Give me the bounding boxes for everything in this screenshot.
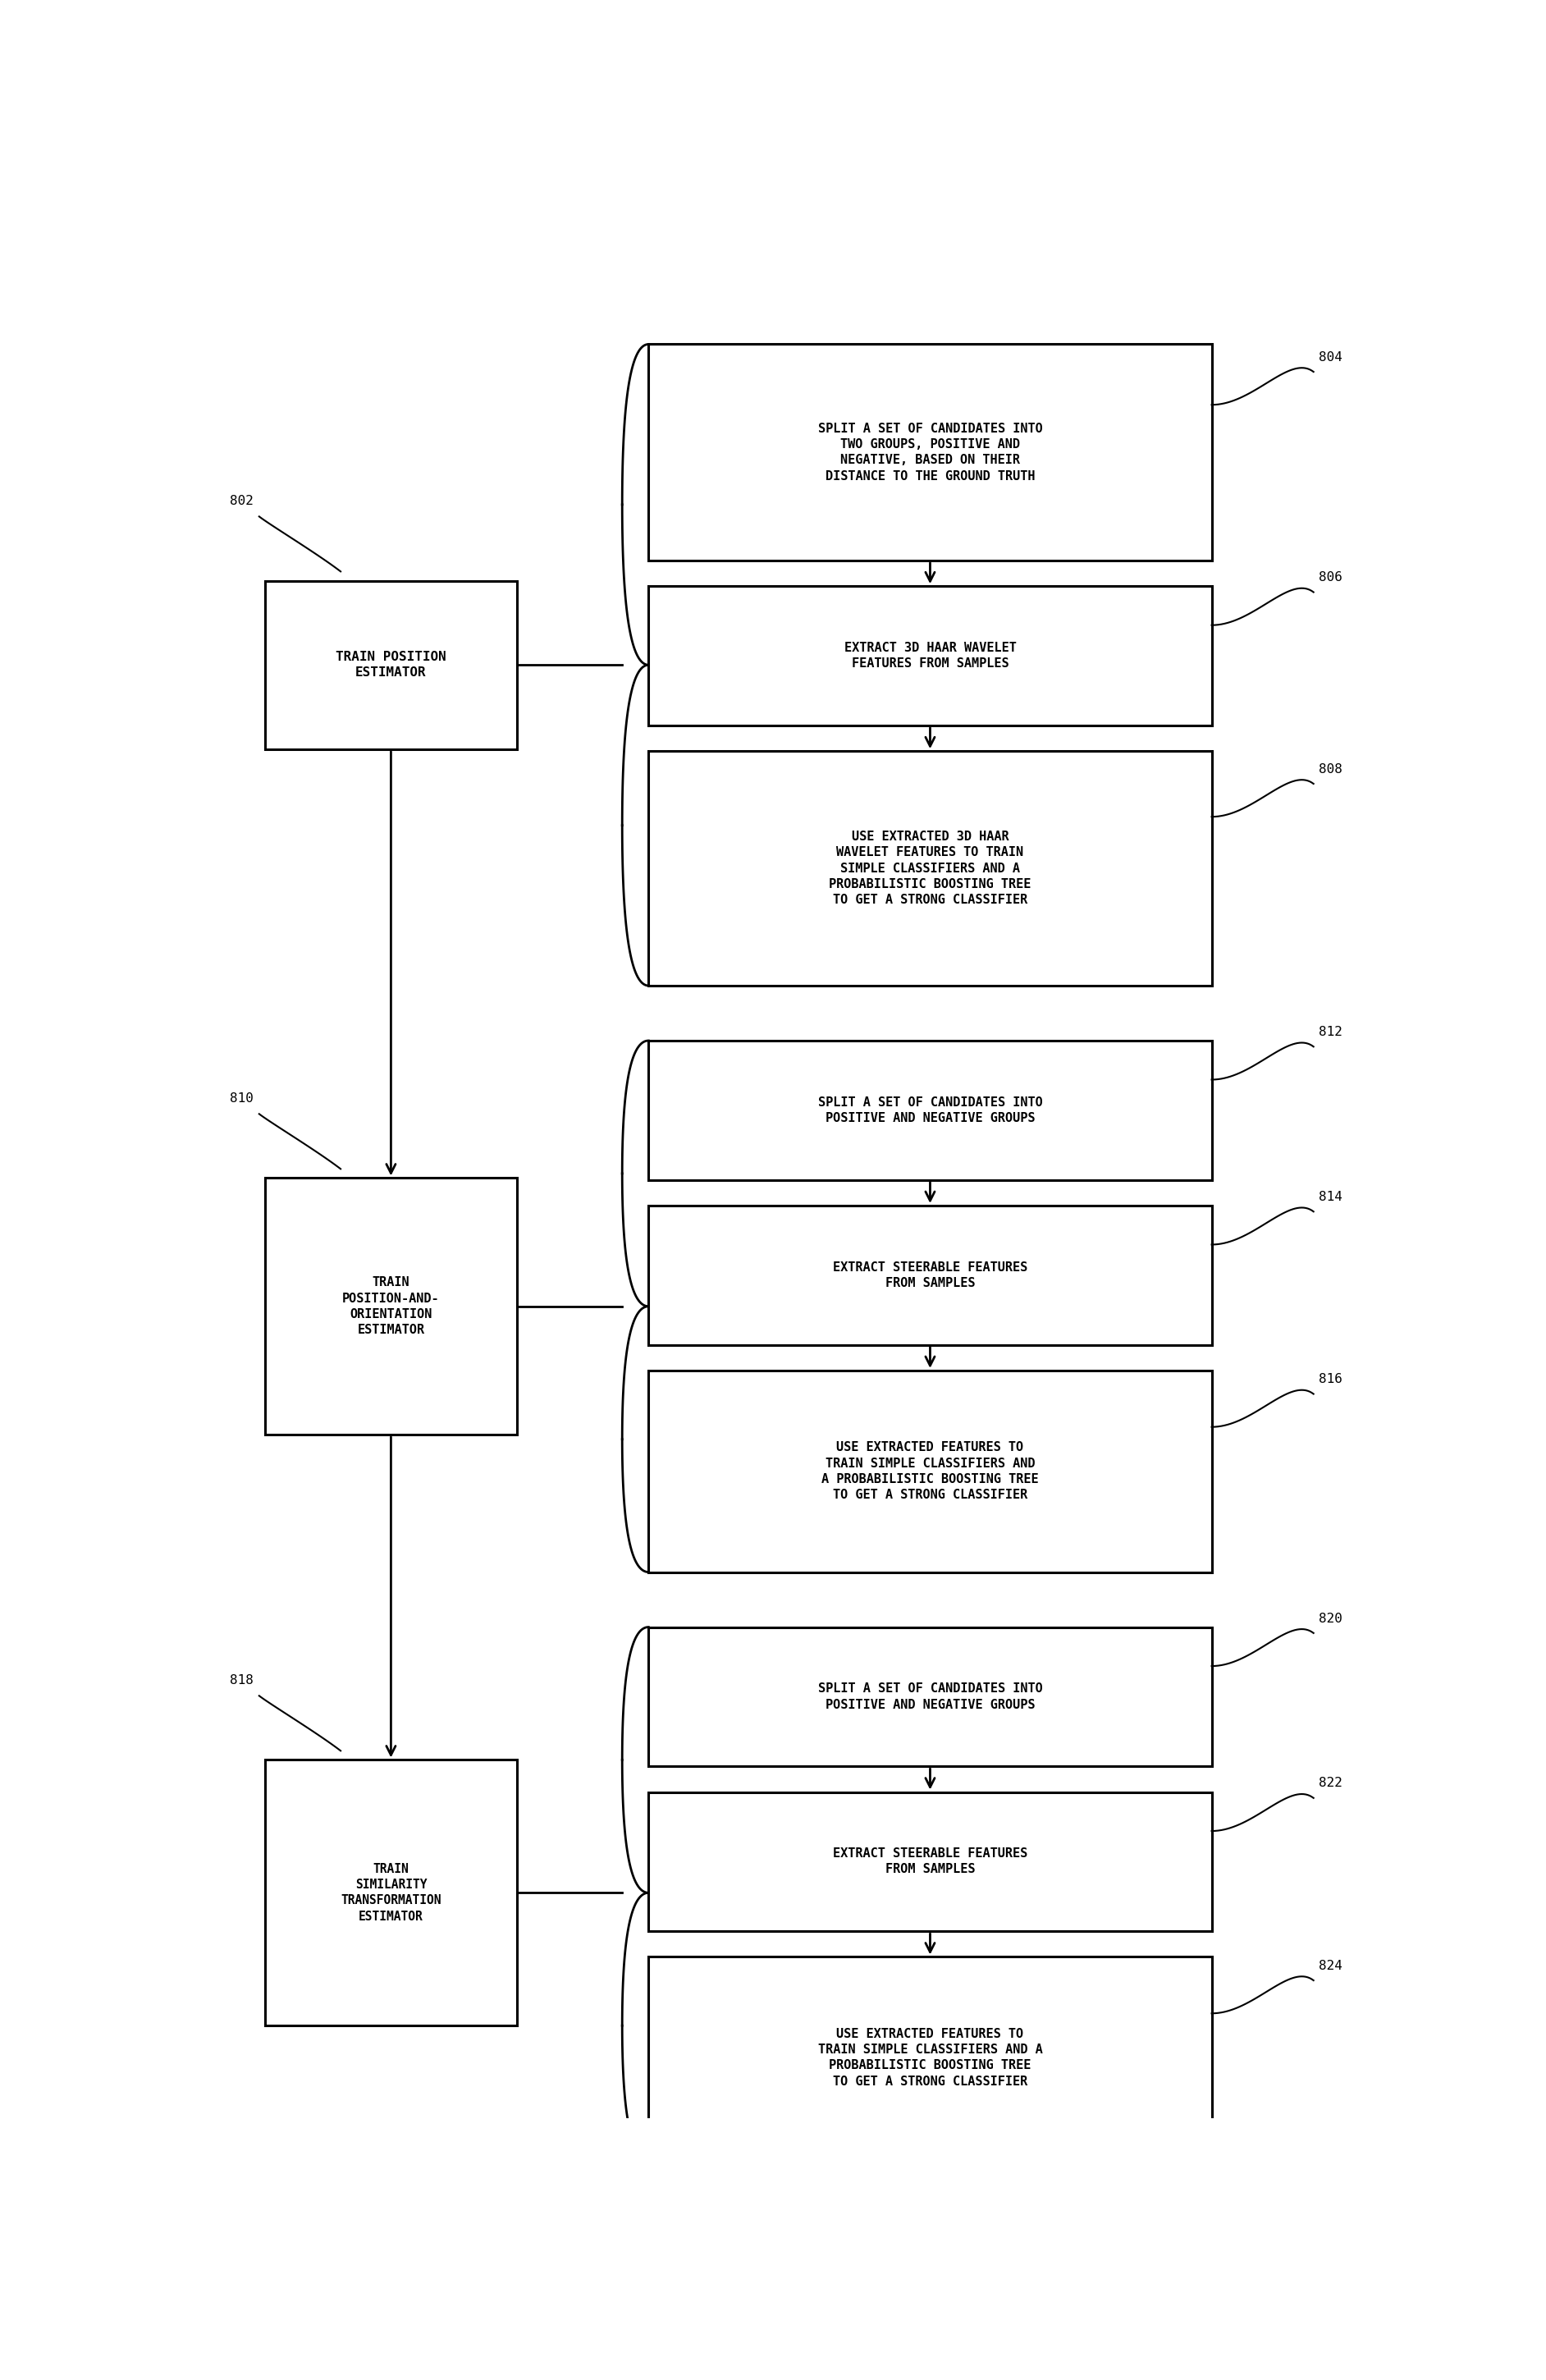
FancyBboxPatch shape [649, 1207, 1212, 1345]
FancyBboxPatch shape [266, 1759, 516, 2025]
Text: 824: 824 [1319, 1959, 1342, 1973]
Text: 814: 814 [1319, 1190, 1342, 1202]
FancyBboxPatch shape [649, 1628, 1212, 1766]
FancyBboxPatch shape [649, 1792, 1212, 1930]
Text: 808: 808 [1319, 764, 1342, 776]
Text: SPLIT A SET OF CANDIDATES INTO
TWO GROUPS, POSITIVE AND
NEGATIVE, BASED ON THEIR: SPLIT A SET OF CANDIDATES INTO TWO GROUP… [818, 424, 1042, 483]
Text: 804: 804 [1319, 350, 1342, 364]
FancyBboxPatch shape [649, 1371, 1212, 1573]
Text: 802: 802 [229, 495, 254, 507]
Text: EXTRACT STEERABLE FEATURES
FROM SAMPLES: EXTRACT STEERABLE FEATURES FROM SAMPLES [833, 1847, 1028, 1875]
Text: 822: 822 [1319, 1778, 1342, 1790]
Text: EXTRACT STEERABLE FEATURES
FROM SAMPLES: EXTRACT STEERABLE FEATURES FROM SAMPLES [833, 1261, 1028, 1290]
Text: TRAIN POSITION
ESTIMATOR: TRAIN POSITION ESTIMATOR [335, 650, 447, 678]
Text: 818: 818 [229, 1673, 254, 1687]
Text: 812: 812 [1319, 1026, 1342, 1038]
FancyBboxPatch shape [649, 1040, 1212, 1180]
Text: TRAIN
POSITION-AND-
ORIENTATION
ESTIMATOR: TRAIN POSITION-AND- ORIENTATION ESTIMATO… [342, 1276, 439, 1335]
Text: SPLIT A SET OF CANDIDATES INTO
POSITIVE AND NEGATIVE GROUPS: SPLIT A SET OF CANDIDATES INTO POSITIVE … [818, 1683, 1042, 1711]
FancyBboxPatch shape [649, 1956, 1212, 2159]
Text: USE EXTRACTED 3D HAAR
WAVELET FEATURES TO TRAIN
SIMPLE CLASSIFIERS AND A
PROBABI: USE EXTRACTED 3D HAAR WAVELET FEATURES T… [829, 831, 1031, 907]
Text: 806: 806 [1319, 571, 1342, 583]
Text: USE EXTRACTED FEATURES TO
TRAIN SIMPLE CLASSIFIERS AND A
PROBABILISTIC BOOSTING : USE EXTRACTED FEATURES TO TRAIN SIMPLE C… [818, 2028, 1042, 2087]
FancyBboxPatch shape [266, 581, 516, 750]
Text: 810: 810 [229, 1092, 254, 1104]
Text: USE EXTRACTED FEATURES TO
TRAIN SIMPLE CLASSIFIERS AND
A PROBABILISTIC BOOSTING : USE EXTRACTED FEATURES TO TRAIN SIMPLE C… [821, 1442, 1039, 1502]
Text: TRAIN
SIMILARITY
TRANSFORMATION
ESTIMATOR: TRAIN SIMILARITY TRANSFORMATION ESTIMATO… [340, 1864, 441, 1923]
Text: SPLIT A SET OF CANDIDATES INTO
POSITIVE AND NEGATIVE GROUPS: SPLIT A SET OF CANDIDATES INTO POSITIVE … [818, 1097, 1042, 1123]
Text: EXTRACT 3D HAAR WAVELET
FEATURES FROM SAMPLES: EXTRACT 3D HAAR WAVELET FEATURES FROM SA… [844, 643, 1016, 669]
FancyBboxPatch shape [266, 1178, 516, 1435]
FancyBboxPatch shape [649, 585, 1212, 726]
FancyBboxPatch shape [649, 345, 1212, 562]
Text: 816: 816 [1319, 1373, 1342, 1385]
Text: 820: 820 [1319, 1611, 1342, 1626]
FancyBboxPatch shape [649, 752, 1212, 985]
